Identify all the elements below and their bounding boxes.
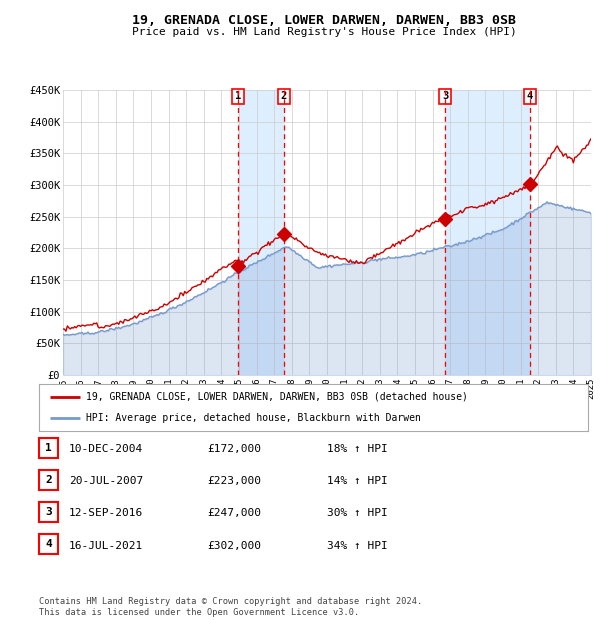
Text: 4: 4	[45, 539, 52, 549]
Text: 3: 3	[45, 507, 52, 517]
Text: 19, GRENADA CLOSE, LOWER DARWEN, DARWEN, BB3 0SB: 19, GRENADA CLOSE, LOWER DARWEN, DARWEN,…	[132, 14, 516, 27]
Text: 4: 4	[527, 91, 533, 101]
Bar	[445, 90, 530, 375]
Text: 3: 3	[442, 91, 448, 101]
Text: Contains HM Land Registry data © Crown copyright and database right 2024.
This d: Contains HM Land Registry data © Crown c…	[39, 598, 422, 617]
Text: £247,000: £247,000	[207, 508, 261, 518]
Text: 12-SEP-2016: 12-SEP-2016	[69, 508, 143, 518]
Text: 30% ↑ HPI: 30% ↑ HPI	[327, 508, 388, 518]
Text: 14% ↑ HPI: 14% ↑ HPI	[327, 476, 388, 486]
Text: £223,000: £223,000	[207, 476, 261, 486]
Text: 2: 2	[281, 91, 287, 101]
Text: HPI: Average price, detached house, Blackburn with Darwen: HPI: Average price, detached house, Blac…	[86, 414, 421, 423]
Text: 19, GRENADA CLOSE, LOWER DARWEN, DARWEN, BB3 0SB (detached house): 19, GRENADA CLOSE, LOWER DARWEN, DARWEN,…	[86, 392, 467, 402]
Text: 16-JUL-2021: 16-JUL-2021	[69, 541, 143, 551]
Text: Price paid vs. HM Land Registry's House Price Index (HPI): Price paid vs. HM Land Registry's House …	[131, 27, 517, 37]
Text: 18% ↑ HPI: 18% ↑ HPI	[327, 444, 388, 454]
Text: 1: 1	[45, 443, 52, 453]
Text: 2: 2	[45, 475, 52, 485]
Text: £172,000: £172,000	[207, 444, 261, 454]
Bar	[238, 90, 284, 375]
Text: 10-DEC-2004: 10-DEC-2004	[69, 444, 143, 454]
Text: £302,000: £302,000	[207, 541, 261, 551]
Text: 1: 1	[235, 91, 241, 101]
Text: 20-JUL-2007: 20-JUL-2007	[69, 476, 143, 486]
Text: 34% ↑ HPI: 34% ↑ HPI	[327, 541, 388, 551]
